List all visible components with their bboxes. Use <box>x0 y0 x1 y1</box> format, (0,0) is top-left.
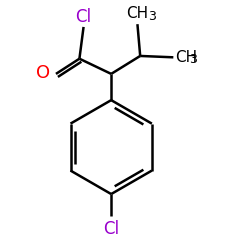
Text: CH: CH <box>126 6 148 22</box>
Text: Cl: Cl <box>103 220 119 238</box>
Text: 3: 3 <box>189 53 197 66</box>
Text: O: O <box>36 64 51 82</box>
Text: Cl: Cl <box>76 8 92 26</box>
Text: CH: CH <box>175 50 197 65</box>
Text: 3: 3 <box>148 10 156 23</box>
